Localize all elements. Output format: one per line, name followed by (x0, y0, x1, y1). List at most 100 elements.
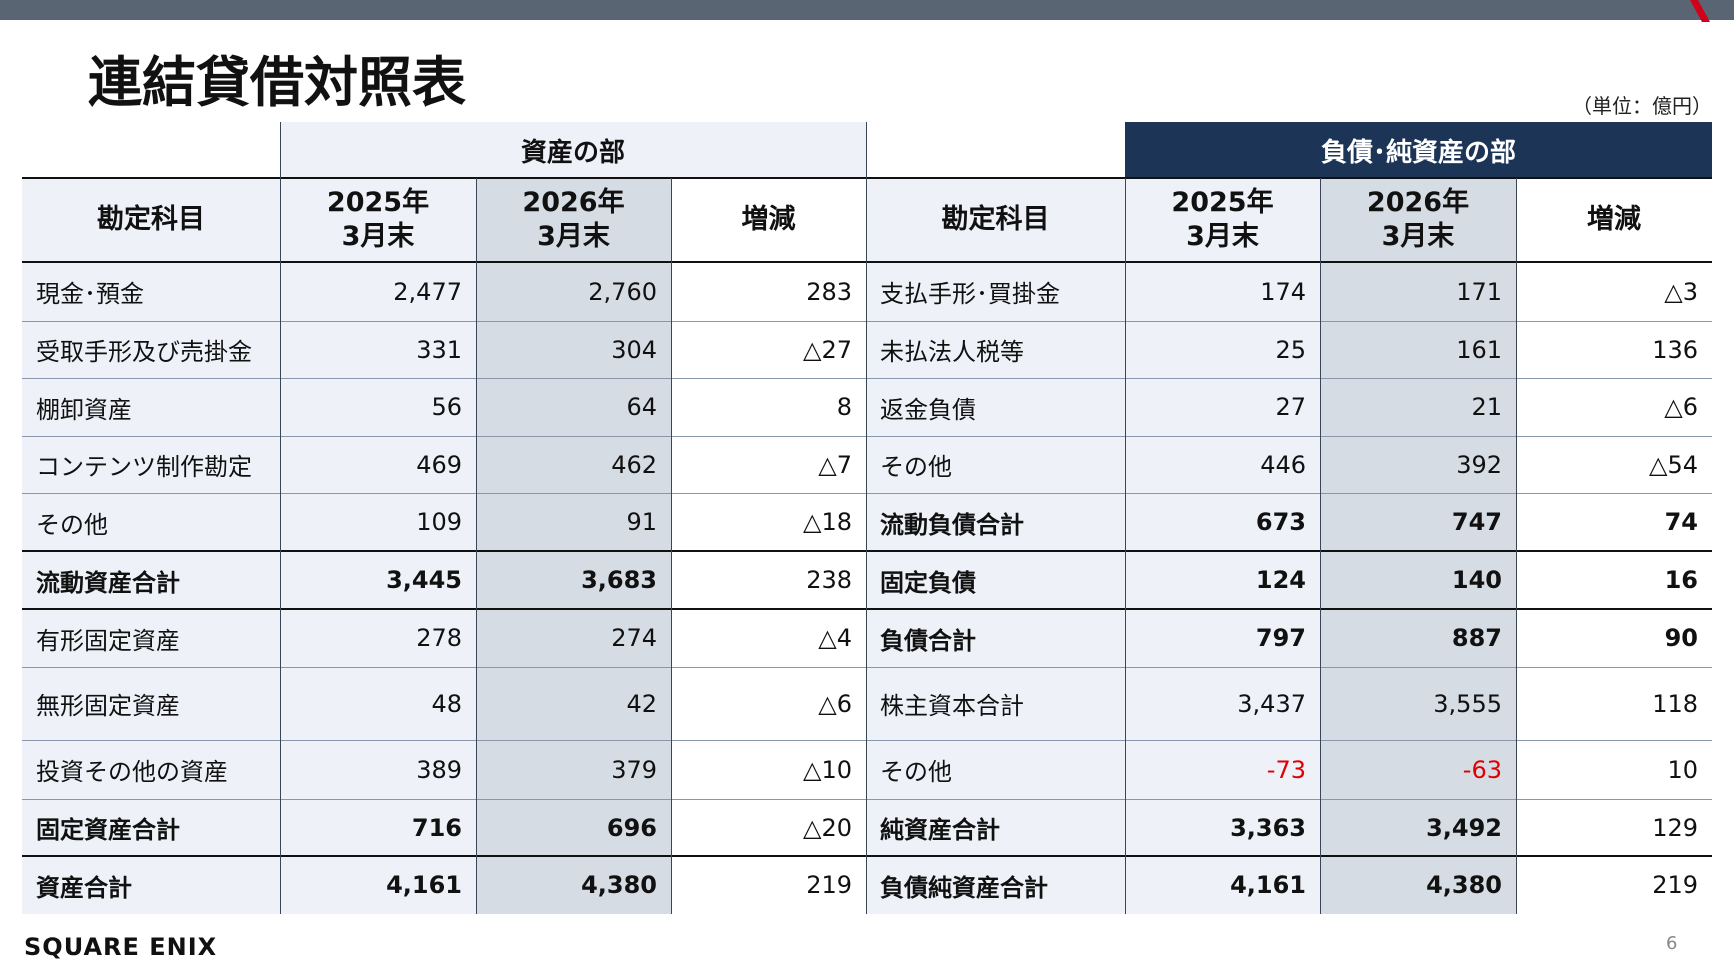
value-cell: △54 (1516, 436, 1712, 493)
value-cell: 16 (1516, 551, 1712, 609)
accent (1690, 0, 1710, 22)
value-cell: 140 (1320, 551, 1516, 609)
account-cell: 現金･預金 (22, 262, 280, 321)
value-cell: △3 (1516, 262, 1712, 321)
account-cell: 有形固定資産 (22, 609, 280, 667)
account-cell: その他 (866, 436, 1125, 493)
value-cell: 3,492 (1320, 799, 1516, 856)
account-cell: その他 (866, 740, 1125, 799)
account-cell: 受取手形及び売掛金 (22, 321, 280, 378)
account-cell: 無形固定資産 (22, 667, 280, 740)
top-bar (0, 0, 1734, 20)
value-cell: 2,760 (476, 262, 671, 321)
section-header: 負債･純資産の部 (1125, 122, 1712, 178)
rule (22, 550, 1712, 552)
value-cell: 379 (476, 740, 671, 799)
value-cell: 696 (476, 799, 671, 856)
value-cell: 797 (1125, 609, 1320, 667)
value-cell: 3,445 (280, 551, 476, 609)
value-cell: 331 (280, 321, 476, 378)
value-cell: 446 (1125, 436, 1320, 493)
value-cell: △27 (671, 321, 866, 378)
value-cell: 469 (280, 436, 476, 493)
value-cell: -73 (1125, 740, 1320, 799)
column-header: 2025年 3月末 (1125, 178, 1320, 262)
account-cell: 資産合計 (22, 856, 280, 914)
divider (671, 178, 672, 914)
value-cell: 174 (1125, 262, 1320, 321)
value-cell: 2,477 (280, 262, 476, 321)
account-cell: 支払手形･買掛金 (866, 262, 1125, 321)
header-line: 2026年 (522, 187, 625, 218)
header-line: 勘定科目 (941, 204, 1050, 235)
value-cell: 283 (671, 262, 866, 321)
value-cell: 42 (476, 667, 671, 740)
account-cell: 株主資本合計 (866, 667, 1125, 740)
rule (22, 321, 1712, 322)
value-cell: △7 (671, 436, 866, 493)
value-cell: 238 (671, 551, 866, 609)
value-cell: 4,161 (280, 856, 476, 914)
account-cell: 純資産合計 (866, 799, 1125, 856)
value-cell: 74 (1516, 493, 1712, 551)
value-cell: 4,380 (1320, 856, 1516, 914)
header-line: 2025年 (326, 187, 430, 218)
value-cell: 109 (280, 493, 476, 551)
value-cell: △20 (671, 799, 866, 856)
header-line: 増減 (741, 204, 796, 235)
page-number: 6 (1666, 933, 1678, 954)
value-cell: 716 (280, 799, 476, 856)
value-cell: 171 (1320, 262, 1516, 321)
account-cell: 固定負債 (866, 551, 1125, 609)
value-cell: 274 (476, 609, 671, 667)
value-cell: △18 (671, 493, 866, 551)
value-cell: 64 (476, 378, 671, 436)
value-cell: 118 (1516, 667, 1712, 740)
column-header: 2026年 3月末 (476, 178, 671, 262)
unit: （単位：億円） (1572, 94, 1712, 118)
rule (22, 436, 1712, 437)
rule (866, 177, 1712, 179)
value-cell: -63 (1320, 740, 1516, 799)
value-cell: 219 (1516, 856, 1712, 914)
value-cell: 27 (1125, 378, 1320, 436)
value-cell: 392 (1320, 436, 1516, 493)
rule (22, 177, 866, 179)
column-header: 2026年 3月末 (1320, 178, 1516, 262)
rule (22, 378, 1712, 379)
value-cell: 673 (1125, 493, 1320, 551)
value-cell: 48 (280, 667, 476, 740)
value-cell: 21 (1320, 378, 1516, 436)
header-line: 3月末 (341, 221, 415, 252)
header-line: 2026年 (1366, 187, 1470, 218)
value-cell: 462 (476, 436, 671, 493)
column-header: 2025年 3月末 (280, 178, 476, 262)
rule (22, 667, 1712, 668)
rule (22, 740, 1712, 741)
rule (22, 493, 1712, 494)
value-cell: △6 (671, 667, 866, 740)
divider (280, 122, 281, 914)
column-header: 増減 (671, 178, 866, 262)
divider (1320, 178, 1321, 914)
account-cell: 流動資産合計 (22, 551, 280, 609)
column-header: 勘定科目 (866, 178, 1125, 262)
header-line: 勘定科目 (97, 204, 205, 235)
rule (22, 608, 1712, 610)
rule (22, 855, 1712, 857)
account-cell: 未払法人税等 (866, 321, 1125, 378)
value-cell: 56 (280, 378, 476, 436)
value-cell: △10 (671, 740, 866, 799)
account-cell: 棚卸資産 (22, 378, 280, 436)
header-line: 2025年 (1171, 187, 1274, 218)
value-cell: 3,555 (1320, 667, 1516, 740)
value-cell: 389 (280, 740, 476, 799)
rule (22, 261, 1712, 263)
account-cell: 投資その他の資産 (22, 740, 280, 799)
account-cell: その他 (22, 493, 280, 551)
account-cell: 返金負債 (866, 378, 1125, 436)
value-cell: 4,161 (1125, 856, 1320, 914)
value-cell: 4,380 (476, 856, 671, 914)
